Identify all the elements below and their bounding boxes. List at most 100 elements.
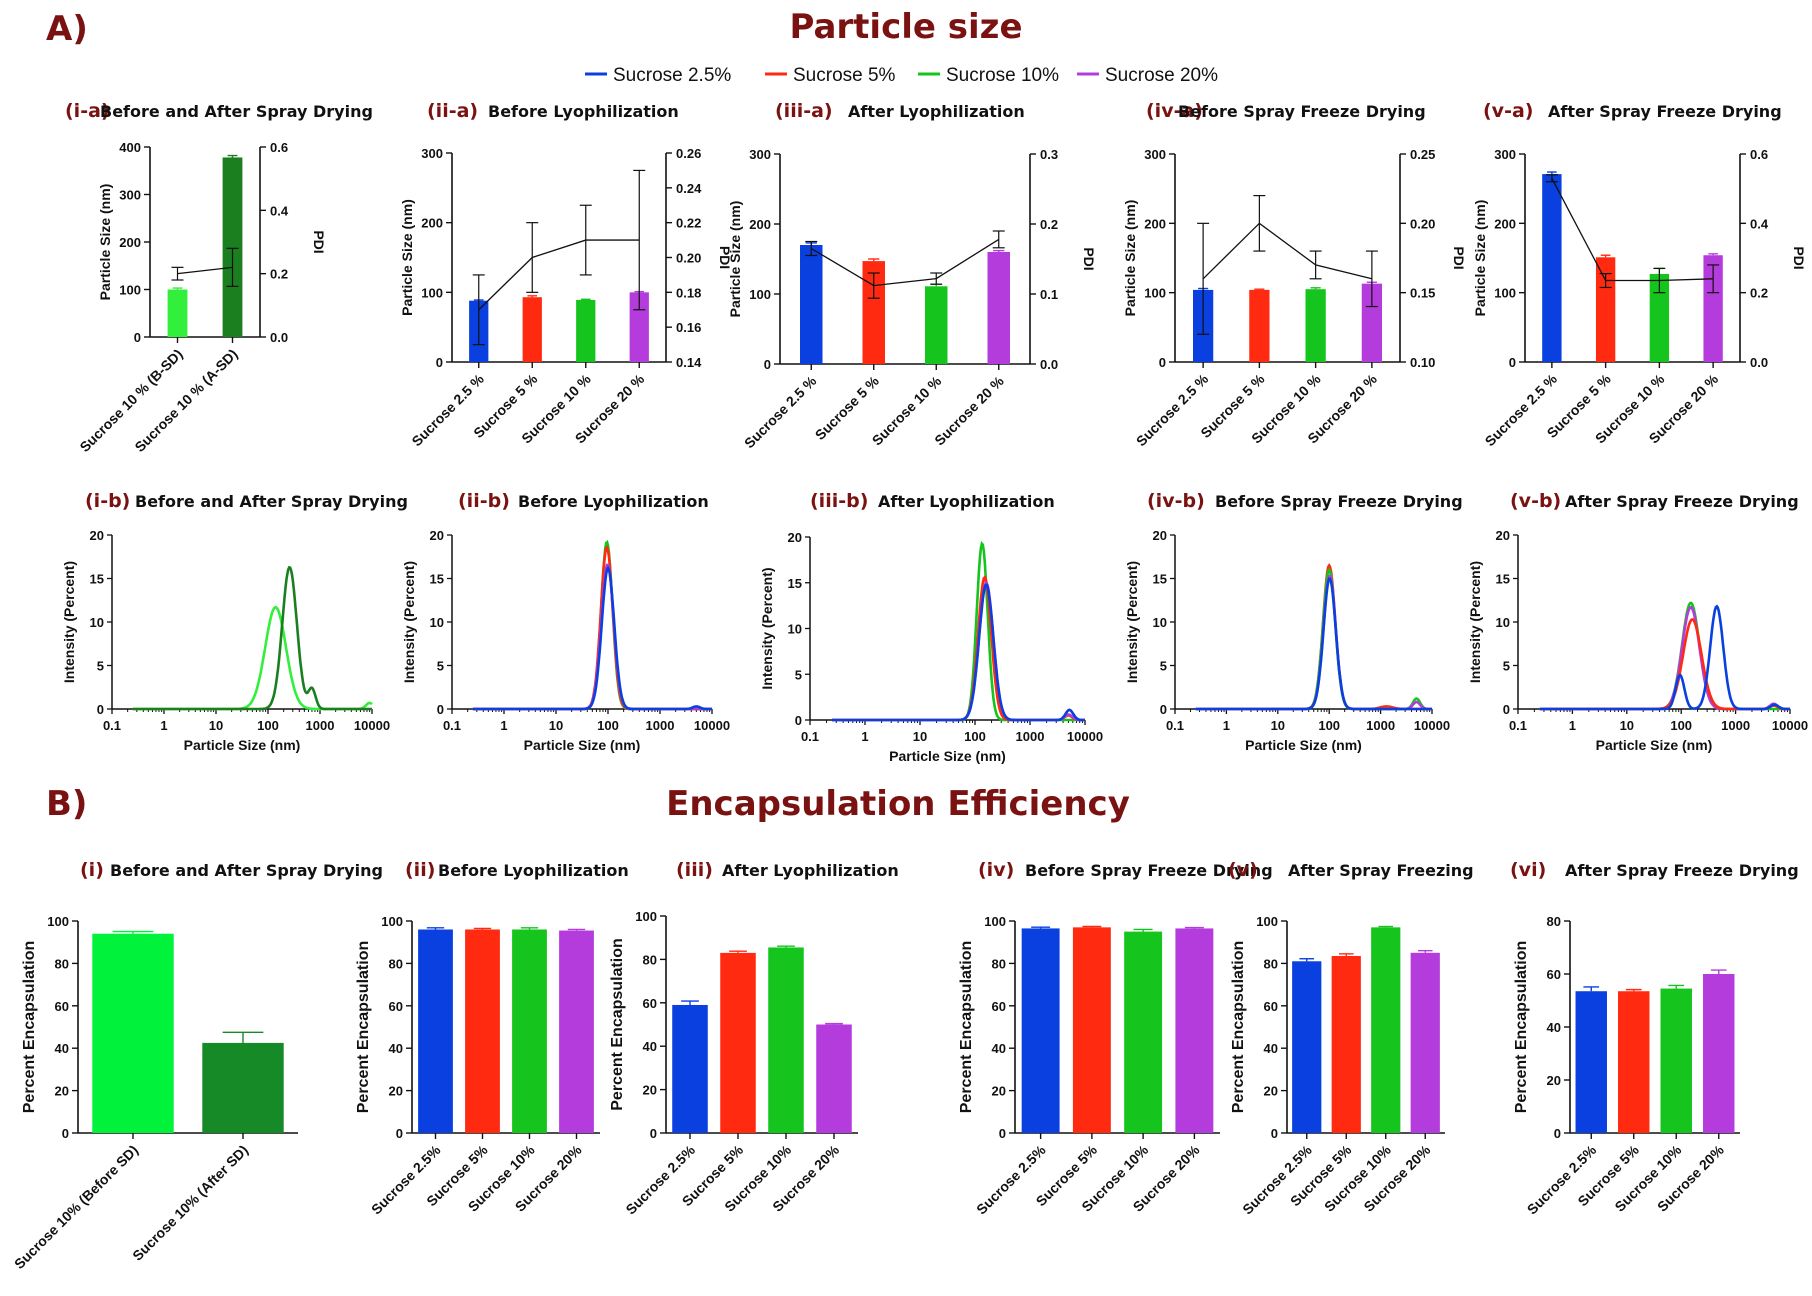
- series-legend: Sucrose 2.5% Sucrose 5% Sucrose 10% Sucrose…: [585, 65, 1218, 86]
- y-tick-label: 100: [47, 914, 69, 929]
- y-tick-label: 100: [1494, 286, 1516, 301]
- y-tick-label: 40: [992, 1041, 1006, 1056]
- y-axis-label: Intensity (Percent): [759, 567, 775, 689]
- x-tick-label: 0.1: [801, 729, 819, 744]
- y-tick-label: 5: [437, 659, 444, 674]
- y-tick-label: 0: [1554, 1126, 1561, 1141]
- panel-label: (iv-b): [1147, 490, 1205, 512]
- y-tick-label: 0: [396, 1126, 403, 1141]
- panel-label: (i): [80, 859, 104, 881]
- y-tick-label: 400: [119, 140, 141, 155]
- x-tick-label: 1: [500, 718, 507, 733]
- panel-label: (iii): [676, 859, 713, 881]
- y2-tick-label: 0.0: [270, 330, 288, 345]
- y-axis-label: Particle Size (nm): [399, 199, 415, 316]
- section-b-title: Encapsulation Efficiency: [666, 784, 1130, 824]
- panel-label: (iv-a): [1146, 100, 1203, 122]
- x-tick-label: Sucrose 10 % (A-SD): [131, 346, 240, 455]
- x-tick-label: Sucrose 2.5%: [1239, 1141, 1315, 1217]
- panel-title: Before and After Spray Drying: [100, 102, 373, 121]
- x-tick-label: Sucrose 2.5 %: [408, 370, 487, 449]
- y2-axis-label: PDI: [1451, 246, 1467, 269]
- panel-label: (ii-b): [458, 490, 510, 512]
- y-axis-label: Percent Encapsulation: [1230, 941, 1247, 1114]
- panel-b6: (vi) After Spray Freeze Drying 0 20 40 60 80 Pe…: [1510, 859, 1799, 1218]
- y-tick-label: 10: [90, 615, 104, 630]
- bar-4: [1361, 283, 1382, 362]
- y-tick-label: 100: [635, 909, 657, 924]
- x-tick-label: 10000: [694, 718, 730, 733]
- x-tick-label: 10: [1620, 718, 1634, 733]
- y-tick-label: 15: [1153, 572, 1167, 587]
- panel-ib: (i-b) Before and After Spray Drying 0 5 10 15…: [61, 490, 408, 753]
- y-axis-label: Intensity (Percent): [401, 561, 417, 683]
- y-tick-label: 100: [984, 914, 1006, 929]
- y-tick-label: 10: [1496, 615, 1510, 630]
- y-axis-label: Particle Size (nm): [1472, 200, 1488, 317]
- panel-title: Before and After Spray Drying: [110, 861, 383, 880]
- x-tick-label: Sucrose 2.5 %: [1133, 370, 1212, 449]
- x-tick-label: 1: [1223, 718, 1230, 733]
- series-line-2: [132, 565, 372, 711]
- y-tick-label: 15: [430, 572, 444, 587]
- bar-4: [1703, 974, 1735, 1133]
- bar-3: [1649, 273, 1670, 362]
- panel-title: Before and After Spray Drying: [135, 492, 408, 511]
- pdi-line: [1551, 177, 1714, 282]
- y2-axis-label: PDI: [1791, 246, 1807, 269]
- y-tick-label: 200: [749, 217, 771, 232]
- x-axis-label: Particle Size (nm): [1596, 737, 1713, 753]
- bar-2: [1595, 257, 1616, 362]
- bar-1: [1575, 991, 1607, 1133]
- bar-2: [1331, 955, 1361, 1133]
- bar-2: [1072, 927, 1111, 1133]
- y-tick-label: 80: [1264, 956, 1278, 971]
- y-tick-label: 40: [643, 1039, 657, 1054]
- panel-iiia: (iii-a) After Lyophilization 0 100 200 300 Par…: [727, 100, 1097, 451]
- y2-tick-label: 0.4: [1750, 216, 1769, 231]
- y-tick-label: 0: [1509, 355, 1516, 370]
- x-tick-label: 0.1: [443, 718, 461, 733]
- bar-1: [672, 1004, 708, 1133]
- y-tick-label: 20: [788, 530, 802, 545]
- y-tick-label: 100: [749, 287, 771, 302]
- y2-tick-label: 0.10: [1410, 355, 1435, 370]
- y-tick-label: 0: [1503, 702, 1510, 717]
- x-tick-label: 10: [549, 718, 563, 733]
- bar-3: [1371, 927, 1401, 1133]
- panel-ivb: (iv-b) Before Spray Freeze Drying 0 5 10 15 20…: [1124, 490, 1463, 753]
- y-tick-label: 0: [62, 1126, 69, 1141]
- y-tick-label: 0: [764, 357, 771, 372]
- y-tick-label: 200: [1494, 216, 1516, 231]
- bar-2: [522, 297, 542, 362]
- y2-tick-label: 0.16: [676, 320, 701, 335]
- x-tick-label: 10: [1271, 718, 1285, 733]
- section-b-letter: B): [46, 784, 87, 824]
- y2-tick-label: 0.24: [676, 181, 702, 196]
- x-tick-label: 1000: [306, 718, 335, 733]
- y2-tick-label: 0.6: [270, 140, 288, 155]
- legend-label-4: Sucrose 20%: [1105, 65, 1218, 86]
- legend-label-3: Sucrose 10%: [946, 65, 1059, 86]
- x-tick-label: 0.1: [103, 718, 121, 733]
- y2-tick-label: 0.1: [1040, 287, 1058, 302]
- y-axis-label: Intensity (Percent): [61, 561, 77, 683]
- y-tick-label: 80: [55, 956, 69, 971]
- y-tick-label: 0: [437, 702, 444, 717]
- chart-panels: (i-a)Before and After Spray Drying010020…: [11, 100, 1808, 1272]
- y-axis-label: Percent Encapsulation: [958, 941, 975, 1114]
- y2-tick-label: 0.4: [270, 203, 289, 218]
- y-axis-label: Particle Size (nm): [1122, 200, 1138, 317]
- bar-1: [167, 289, 188, 337]
- series-line-2: [1539, 605, 1790, 711]
- bar-1: [1292, 961, 1322, 1133]
- x-tick-label: 100: [1670, 718, 1692, 733]
- y-tick-label: 40: [1547, 1020, 1561, 1035]
- y-tick-label: 0: [97, 702, 104, 717]
- y-axis-label: Percent Encapsulation: [21, 941, 38, 1114]
- y-tick-label: 5: [1503, 659, 1510, 674]
- x-tick-label: Sucrose 10% (Before SD): [11, 1142, 141, 1272]
- y-tick-label: 0: [436, 355, 443, 370]
- series-line-1: [832, 540, 1085, 722]
